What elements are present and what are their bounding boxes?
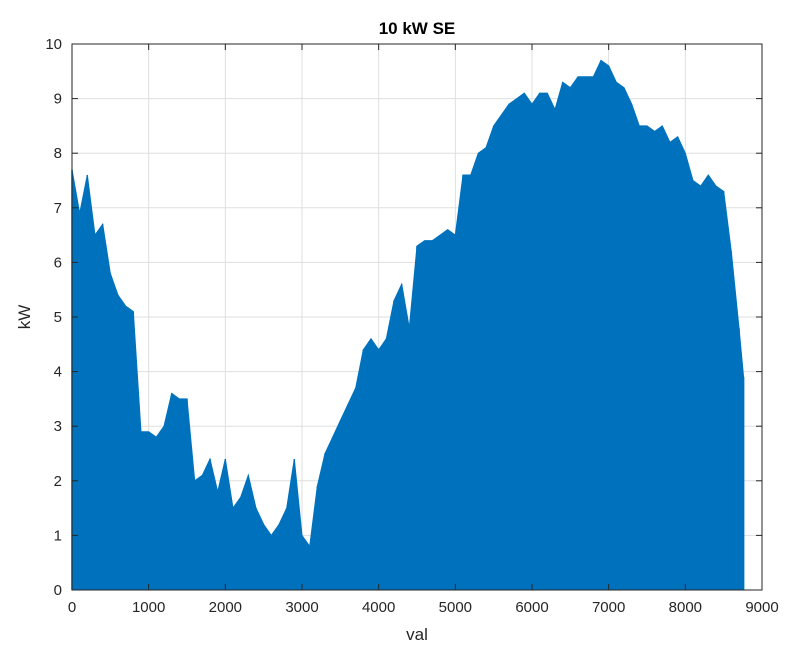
x-tick-label: 3000 bbox=[285, 599, 318, 616]
y-tick-label: 6 bbox=[54, 254, 62, 271]
series-marks bbox=[71, 59, 745, 591]
x-tick-label: 1000 bbox=[132, 599, 165, 616]
y-axis-label: kW bbox=[15, 305, 34, 330]
x-tick-label: 6000 bbox=[515, 599, 548, 616]
y-axis-ticks: 0 1 2 3 4 5 6 7 8 9 10 bbox=[45, 36, 762, 599]
y-tick-label: 10 bbox=[45, 36, 62, 53]
x-tick-label: 9000 bbox=[745, 599, 778, 616]
x-axis-label: val bbox=[406, 625, 428, 644]
y-tick-label: 3 bbox=[54, 418, 62, 435]
x-tick-label: 0 bbox=[68, 599, 76, 616]
y-tick-label: 1 bbox=[54, 527, 62, 544]
series-area bbox=[71, 59, 745, 591]
x-tick-label: 5000 bbox=[439, 599, 472, 616]
y-tick-label: 4 bbox=[54, 364, 62, 381]
y-tick-label: 2 bbox=[54, 473, 62, 490]
x-axis-ticks: 0 1000 2000 3000 4000 5000 6000 7000 8000 9000 bbox=[68, 44, 779, 616]
y-tick-label: 8 bbox=[54, 145, 62, 162]
y-tick-label: 0 bbox=[54, 582, 62, 599]
x-tick-label: 8000 bbox=[669, 599, 702, 616]
chart-title: 10 kW SE bbox=[379, 19, 456, 38]
y-tick-label: 9 bbox=[54, 91, 62, 108]
x-tick-label: 4000 bbox=[362, 599, 395, 616]
y-tick-label: 5 bbox=[54, 309, 62, 326]
y-tick-label: 7 bbox=[54, 200, 62, 217]
x-tick-label: 2000 bbox=[209, 599, 242, 616]
x-tick-label: 7000 bbox=[592, 599, 625, 616]
